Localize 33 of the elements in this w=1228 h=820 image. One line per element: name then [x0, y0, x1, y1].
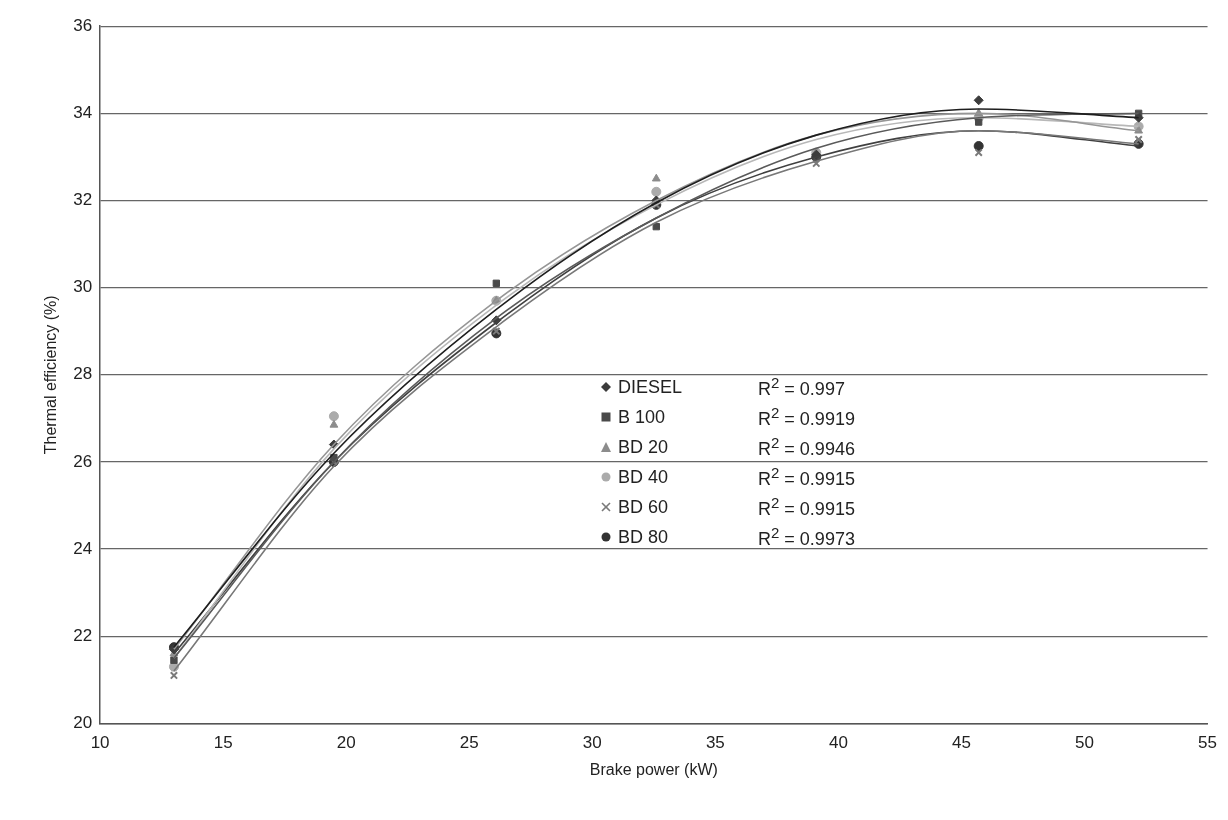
annotation: R$^{2}$ = 0.9919 — [758, 404, 855, 430]
y-axis-title: Thermal efficiency (%) — [42, 295, 60, 455]
y-tick-label: 36 — [73, 15, 93, 35]
annotation: R$^{2}$ = 0.9915 — [758, 494, 855, 520]
y-tick-label: 32 — [73, 190, 93, 210]
x-tick-label: 35 — [705, 733, 725, 753]
legend-label: BD 40 — [618, 466, 670, 488]
legend-label: BD 80 — [618, 526, 670, 548]
x-tick-label: 45 — [951, 733, 971, 753]
legend-label: BD 60 — [618, 496, 670, 518]
x-axis-title: Brake power (kW) — [589, 760, 718, 778]
x-tick-label: 10 — [90, 733, 110, 753]
y-tick-label: 24 — [73, 538, 93, 558]
y-tick-label: 22 — [73, 625, 93, 645]
x-tick-label: 20 — [336, 733, 356, 753]
y-tick-label: 26 — [73, 451, 93, 471]
annotation: R$^{2}$ = 0.9915 — [758, 464, 855, 490]
y-tick-label: 30 — [73, 277, 93, 297]
legend-label: BD 20 — [618, 436, 670, 458]
x-tick-label: 25 — [459, 733, 479, 753]
annotation: R$^{2}$ = 0.9973 — [758, 524, 855, 550]
y-tick-label: 34 — [73, 103, 93, 123]
x-tick-label: 40 — [828, 733, 848, 753]
x-tick-label: 50 — [1075, 733, 1094, 753]
legend-label: B 100 — [618, 406, 667, 428]
y-tick-label: 20 — [73, 713, 93, 733]
x-tick-label: 55 — [1198, 733, 1218, 753]
x-tick-label: 15 — [213, 733, 233, 753]
annotation: R$^{2}$ = 0.9946 — [758, 434, 855, 460]
y-tick-label: 28 — [73, 364, 93, 384]
legend-label: DIESEL — [618, 376, 684, 398]
annotation: R$^{2}$ = 0.997 — [758, 374, 845, 400]
x-tick-label: 30 — [582, 733, 602, 753]
